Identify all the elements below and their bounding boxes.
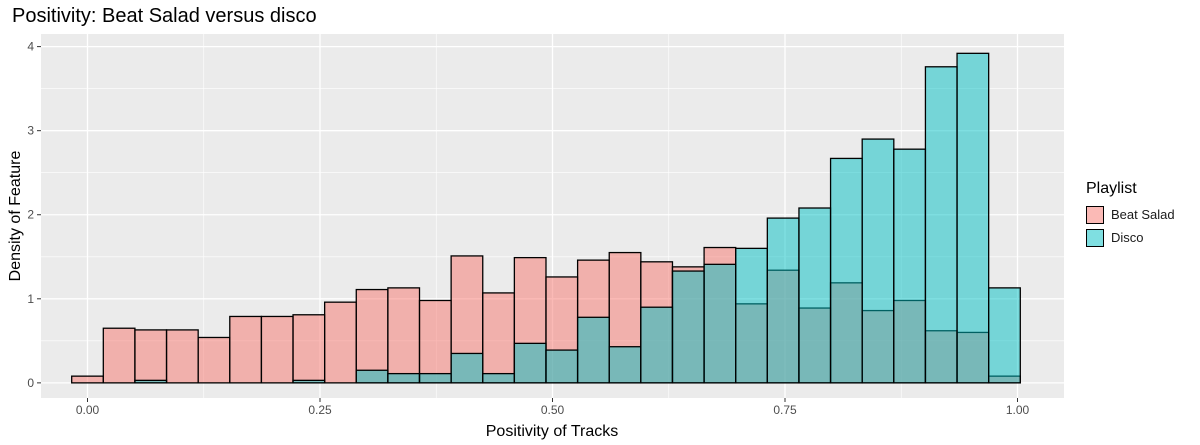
legend-swatch-beat-salad (1086, 205, 1104, 224)
bar-disco (545, 349, 579, 384)
bar-disco (956, 52, 990, 384)
bar-disco (671, 270, 705, 384)
bar-beat-salad (197, 336, 231, 384)
histogram-bars (71, 52, 1021, 384)
axes: 0.00 0.25 0.50 0.75 1.00 0 1 2 3 4 (27, 40, 1029, 417)
chart-title: Positivity: Beat Salad versus disco (12, 5, 317, 27)
bar-beat-salad (102, 327, 136, 384)
bar-disco (988, 287, 1021, 384)
y-tick-label: 1 (27, 292, 34, 306)
bar-beat-salad (134, 329, 168, 384)
legend-label-beat-salad: Beat Salad (1111, 207, 1175, 222)
legend-swatch-disco (1086, 228, 1104, 247)
bar-disco (292, 379, 326, 384)
bar-disco (355, 369, 389, 384)
bar-disco (924, 66, 958, 384)
bar-disco (418, 372, 452, 384)
bar-disco (482, 372, 516, 384)
bar-disco (766, 217, 800, 384)
bar-disco (798, 207, 832, 384)
bar-disco (703, 263, 737, 384)
x-tick-label: 0.00 (76, 403, 100, 417)
legend-item-disco: Disco (1086, 226, 1175, 249)
x-tick-label: 1.00 (1006, 403, 1030, 417)
bar-disco (735, 247, 768, 384)
bar-beat-salad (418, 299, 452, 384)
legend-label-disco: Disco (1111, 230, 1144, 245)
bar-disco (513, 342, 547, 384)
x-tick-label: 0.25 (308, 403, 332, 417)
bar-disco (450, 352, 484, 384)
bar-beat-salad (229, 315, 263, 384)
bar-beat-salad (165, 329, 199, 384)
bar-disco (640, 306, 674, 384)
bar-disco (861, 138, 895, 384)
bar-beat-salad (292, 314, 326, 384)
y-tick-label: 4 (27, 40, 34, 54)
legend: Playlist Beat Salad Disco (1086, 180, 1175, 249)
bar-beat-salad (71, 375, 104, 384)
legend-item-beat-salad: Beat Salad (1086, 203, 1175, 226)
bar-beat-salad (482, 292, 516, 384)
y-axis-label: Density of Feature (7, 151, 24, 282)
bar-beat-salad (387, 287, 421, 384)
bar-beat-salad (260, 315, 294, 384)
bar-disco (608, 346, 642, 384)
bar-beat-salad (355, 288, 389, 384)
y-tick-label: 3 (27, 124, 34, 138)
x-tick-label: 0.50 (541, 403, 565, 417)
bar-disco (134, 379, 168, 384)
y-tick-label: 0 (27, 376, 34, 390)
x-axis-label: Positivity of Tracks (486, 423, 618, 440)
bar-disco (829, 157, 863, 384)
bar-disco (387, 372, 421, 384)
bar-disco (893, 148, 927, 384)
bar-disco (576, 316, 610, 384)
y-tick-label: 2 (27, 208, 34, 222)
legend-title: Playlist (1086, 180, 1137, 197)
x-tick-label: 0.75 (773, 403, 797, 417)
bar-beat-salad (323, 301, 357, 384)
